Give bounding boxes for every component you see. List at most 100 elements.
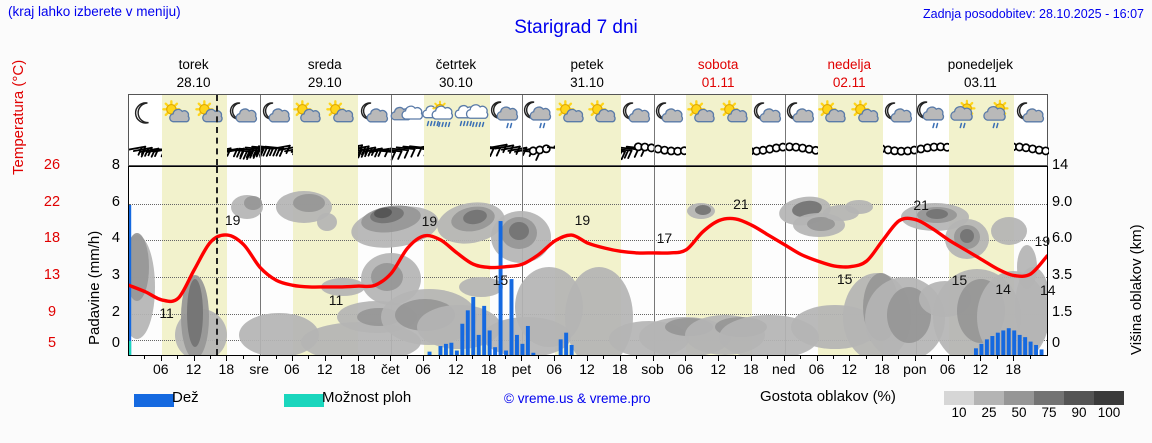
x-minor-tick — [505, 356, 507, 359]
rain-icon — [454, 97, 492, 133]
x-minor-tick — [668, 356, 670, 359]
x-minor-tick — [242, 356, 244, 359]
day-header-nedelja: nedelja 02.11 — [784, 56, 915, 94]
partly-cloudy-night-icon — [880, 97, 918, 133]
x-tick-label: 06 — [415, 361, 431, 377]
x-tick-label: 12 — [316, 361, 333, 377]
partly-cloudy-night-icon — [651, 97, 689, 133]
precipitation-tick: 4 — [111, 230, 120, 247]
copyright-link[interactable]: © vreme.us & vreme.pro — [504, 391, 651, 406]
temperature-value-label: 19 — [1034, 233, 1051, 250]
day-name: torek — [178, 57, 209, 72]
x-minor-tick — [275, 356, 277, 359]
rain-legend-swatch — [134, 394, 174, 407]
x-minor-tick — [341, 356, 343, 359]
x-minor-tick — [259, 356, 261, 359]
x-minor-tick — [849, 356, 851, 359]
x-tick-label: 12 — [972, 361, 989, 377]
cloud-height-tick: 0 — [1052, 334, 1061, 351]
temperature-value-label: 15 — [492, 272, 509, 289]
clear-night-icon — [126, 97, 164, 133]
cloud-density-scale-ticks: 10 25 50 75 90 100 — [944, 405, 1130, 421]
x-minor-tick — [209, 356, 211, 359]
precipitation-tick: 6 — [111, 193, 120, 210]
x-tick-label: 18 — [1005, 361, 1021, 377]
day-separator — [391, 95, 393, 165]
temperature-curve-layer — [129, 216, 1047, 304]
showers-legend-swatch — [284, 394, 324, 407]
x-minor-tick — [537, 356, 539, 359]
partly-cloudy-night-icon — [225, 97, 263, 133]
temperature-value-label: 17 — [656, 229, 673, 246]
x-minor-tick — [472, 356, 474, 359]
x-minor-tick — [226, 356, 228, 359]
x-minor-tick — [783, 356, 785, 359]
x-tick-label: 18 — [218, 361, 235, 377]
precipitation-bars-layer — [129, 205, 1044, 355]
x-tick-label: 06 — [939, 361, 956, 377]
day-name: sobota — [697, 57, 739, 72]
temperature-tick: 9 — [47, 303, 57, 320]
cloud-height-tick: 9.0 — [1052, 193, 1073, 210]
day-separator — [260, 95, 262, 165]
day-header-sobota: sobota 01.11 — [653, 56, 784, 94]
x-tick-label: 18 — [480, 361, 497, 377]
temperature-tick: 5 — [47, 334, 57, 351]
x-minor-tick — [324, 356, 326, 359]
x-tick-label: 12 — [841, 361, 858, 377]
sun-drizzle-icon — [946, 97, 984, 133]
x-minor-tick — [701, 356, 703, 359]
day-header-torek: torek 28.10 — [128, 56, 259, 94]
x-minor-tick — [390, 356, 392, 359]
x-tick-label: pon — [903, 361, 927, 377]
x-tick-label: 12 — [710, 361, 726, 377]
day-name: ponedeljek — [947, 57, 1014, 72]
grid-line — [129, 240, 1047, 242]
x-tick-label: 18 — [743, 361, 759, 377]
x-tick-label: 06 — [677, 361, 694, 377]
x-minor-tick — [947, 356, 949, 359]
x-tick-label: 12 — [579, 361, 595, 377]
partly-cloudy-night-icon — [1012, 97, 1050, 133]
grid-line — [129, 203, 1047, 205]
x-minor-tick — [177, 356, 179, 359]
location-hint: (kraj lahko izberete v meniju) — [8, 4, 181, 19]
day-date: 31.10 — [570, 75, 604, 90]
temperature-tick: 22 — [43, 193, 61, 210]
cloud-scale-step — [1004, 391, 1034, 405]
rain-legend-label: Dež — [172, 389, 199, 406]
x-minor-tick — [931, 356, 933, 359]
temperature-value-label: 21 — [913, 196, 929, 213]
x-minor-tick — [160, 356, 162, 359]
x-minor-tick — [587, 356, 588, 359]
temperature-value-label: 19 — [574, 212, 591, 229]
x-minor-tick — [996, 356, 998, 359]
day-name: četrtek — [435, 57, 477, 72]
x-tick-label: 18 — [874, 361, 890, 377]
meteogram-plot — [128, 166, 1048, 356]
x-minor-tick — [193, 356, 195, 359]
chart-legend: Dež Možnost ploh © vreme.us & vreme.pro … — [0, 385, 1152, 431]
x-tick-label: sob — [641, 361, 664, 377]
day-header-četrtek: četrtek 30.10 — [390, 56, 521, 94]
day-header-ponedeljek: ponedeljek 03.11 — [915, 56, 1046, 94]
cloud-height-tick: 14 — [1052, 157, 1069, 173]
cloud-scale-step — [1094, 391, 1124, 405]
cloud-height-tick: 1.5 — [1052, 303, 1073, 320]
day-name: sreda — [307, 57, 342, 72]
x-minor-tick — [964, 356, 966, 359]
x-minor-tick — [488, 356, 490, 359]
temperature-value-label: 19 — [421, 212, 438, 229]
day-separator — [915, 167, 917, 355]
temperature-tick: 26 — [43, 157, 61, 173]
x-minor-tick — [734, 356, 736, 359]
x-tick-label: 12 — [448, 361, 464, 377]
cloud-height-tick: 6.0 — [1052, 230, 1073, 247]
x-minor-tick — [980, 356, 982, 359]
precipitation-tick: 3 — [111, 266, 120, 283]
x-tick-label: sre — [249, 361, 269, 377]
day-date: 28.10 — [176, 75, 211, 90]
day-separator — [653, 167, 655, 355]
x-minor-tick — [914, 356, 916, 359]
precipitation-axis-title: Padavine (mm/h) — [86, 230, 103, 345]
